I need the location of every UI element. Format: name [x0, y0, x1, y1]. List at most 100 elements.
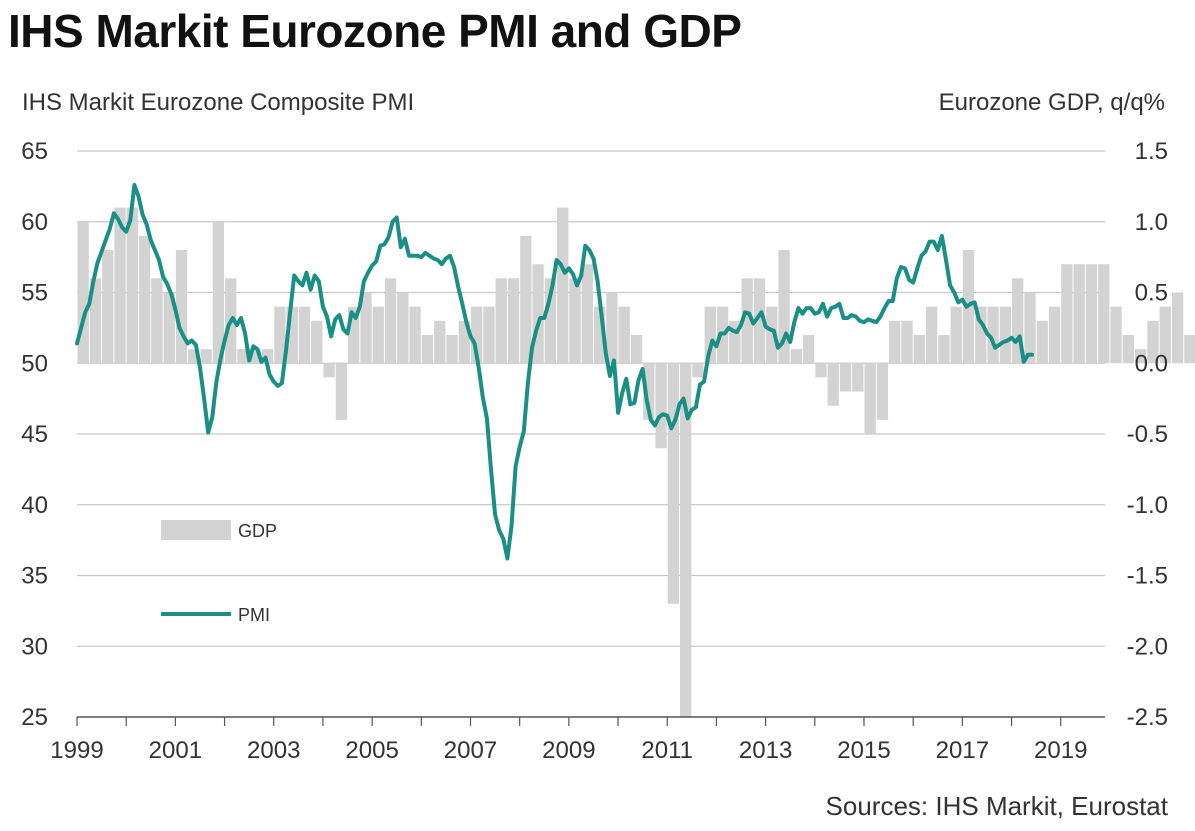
gdp-bar	[1171, 292, 1184, 364]
gdp-bar	[1098, 264, 1110, 364]
x-tick-label: 2013	[739, 737, 792, 764]
gdp-bar	[188, 349, 200, 364]
gdp-bar	[1048, 306, 1061, 364]
gdp-bar	[630, 334, 643, 364]
gdp-bar	[655, 363, 667, 449]
left-axis-title: IHS Markit Eurozone Composite PMI	[22, 89, 414, 116]
right-tick-label: 0.0	[1135, 350, 1168, 377]
right-tick-label: -2.0	[1127, 633, 1168, 660]
x-tick-label: 2005	[345, 737, 398, 764]
axis-labels: IHS Markit Eurozone Composite PMI Eurozo…	[21, 89, 1168, 821]
gdp-bar	[987, 306, 999, 364]
gdp-bar	[1135, 349, 1147, 364]
gdp-bar	[126, 207, 138, 364]
gdp-bar	[889, 320, 901, 364]
right-tick-label: 0.5	[1135, 280, 1168, 307]
right-tick-label: 1.5	[1135, 138, 1168, 165]
gdp-bar	[274, 306, 286, 364]
right-tick-label: -1.0	[1127, 492, 1168, 519]
legend: GDP PMI	[161, 520, 277, 625]
gdp-bar	[77, 221, 89, 364]
x-tick-label: 1999	[50, 737, 103, 764]
gdp-bar	[778, 250, 790, 364]
gdp-bar	[938, 334, 950, 364]
gdp-bar	[1085, 264, 1098, 364]
gridlines	[77, 150, 1105, 647]
gdp-bar	[643, 363, 655, 420]
left-tick-label: 40	[21, 492, 48, 519]
gdp-bar	[495, 278, 507, 364]
gdp-bar	[704, 306, 716, 364]
gdp-bar	[557, 207, 569, 364]
gdp-bar	[1061, 264, 1073, 364]
gdp-bar	[803, 334, 815, 364]
gdp-bar	[766, 306, 778, 364]
left-tick-label: 50	[21, 350, 48, 377]
gdp-bar	[876, 363, 889, 420]
gdp-bar	[815, 363, 827, 378]
gdp-bar	[298, 306, 311, 364]
gdp-bar	[261, 349, 274, 364]
gdp-bar	[311, 320, 323, 364]
legend-gdp-swatch	[161, 520, 231, 540]
gdp-bar	[975, 306, 987, 364]
gdp-bar	[692, 363, 704, 378]
gdp-bar	[237, 349, 249, 364]
gdp-bar	[667, 363, 680, 604]
gdp-bar	[175, 250, 188, 364]
gdp-bar	[434, 320, 446, 364]
gdp-bar	[335, 363, 348, 420]
x-tick-label: 2007	[444, 737, 497, 764]
gdp-bar	[483, 306, 495, 364]
axes	[76, 716, 1105, 726]
gdp-bar	[790, 349, 803, 364]
gdp-bar	[1073, 264, 1085, 364]
right-tick-label: -0.5	[1127, 421, 1168, 448]
gdp-bar	[1036, 320, 1048, 364]
gdp-bar	[409, 306, 421, 364]
gdp-bar	[200, 349, 212, 364]
gdp-bars	[77, 207, 1195, 717]
x-tick-label: 2001	[149, 737, 202, 764]
gdp-bar	[864, 363, 876, 434]
gdp-bar	[581, 264, 593, 364]
gdp-bar	[852, 363, 864, 392]
gdp-bar	[507, 278, 520, 364]
x-tick-label: 2009	[542, 737, 595, 764]
gdp-bar	[1122, 334, 1135, 364]
gdp-bar	[470, 306, 483, 364]
gdp-bar	[286, 306, 298, 364]
gdp-bar	[827, 363, 839, 406]
left-tick-label: 60	[21, 209, 48, 236]
left-tick-label: 25	[21, 704, 48, 731]
gdp-bar	[729, 320, 741, 364]
gdp-bar	[901, 320, 913, 364]
gdp-bar	[372, 306, 384, 364]
gdp-bar	[913, 334, 925, 364]
gdp-bar	[544, 278, 557, 364]
gdp-bar	[323, 363, 335, 378]
right-tick-label: -2.5	[1127, 704, 1168, 731]
gdp-bar	[569, 278, 581, 364]
left-tick-label: 65	[21, 138, 48, 165]
gdp-bar	[348, 306, 360, 364]
x-tick-label: 2003	[247, 737, 300, 764]
pmi-line	[75, 183, 1034, 561]
gdp-bar	[163, 292, 175, 364]
gdp-bar	[446, 334, 458, 364]
right-tick-label: 1.0	[1135, 209, 1168, 236]
gdp-bar	[102, 250, 114, 364]
legend-gdp-label: GDP	[238, 521, 277, 541]
gdp-bar	[151, 278, 163, 364]
x-tick-label: 2015	[837, 737, 890, 764]
left-tick-label: 35	[21, 563, 48, 590]
gdp-bar	[114, 207, 126, 364]
gdp-bar	[249, 349, 261, 364]
gdp-bar	[421, 334, 434, 364]
gdp-bar	[606, 292, 618, 364]
gdp-bar	[89, 278, 102, 364]
gdp-bar	[1110, 306, 1122, 364]
gdp-bar	[839, 363, 852, 392]
gdp-bar	[1159, 306, 1171, 364]
